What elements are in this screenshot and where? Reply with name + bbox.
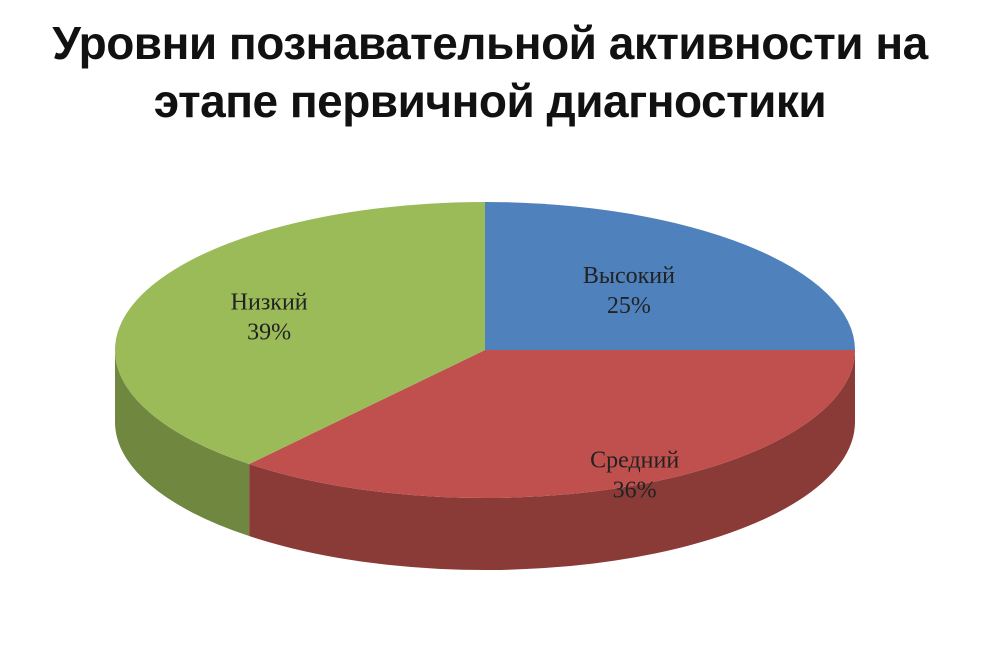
pie-slice bbox=[249, 350, 855, 498]
pie-slice bbox=[114, 202, 485, 465]
slice-category-label: Высокий bbox=[583, 263, 675, 289]
slice-category-label: Низкий bbox=[231, 289, 308, 315]
slice-value-label: 36% bbox=[613, 478, 657, 504]
chart-title: Уровни познавательной активности на этап… bbox=[52, 17, 928, 127]
slice-side bbox=[115, 350, 250, 537]
pie-slice bbox=[485, 202, 855, 350]
slice-value-label: 25% bbox=[607, 293, 651, 319]
slice-category-label: Средний bbox=[590, 448, 679, 474]
slice-side bbox=[249, 350, 855, 570]
slice-value-label: 39% bbox=[247, 319, 291, 345]
